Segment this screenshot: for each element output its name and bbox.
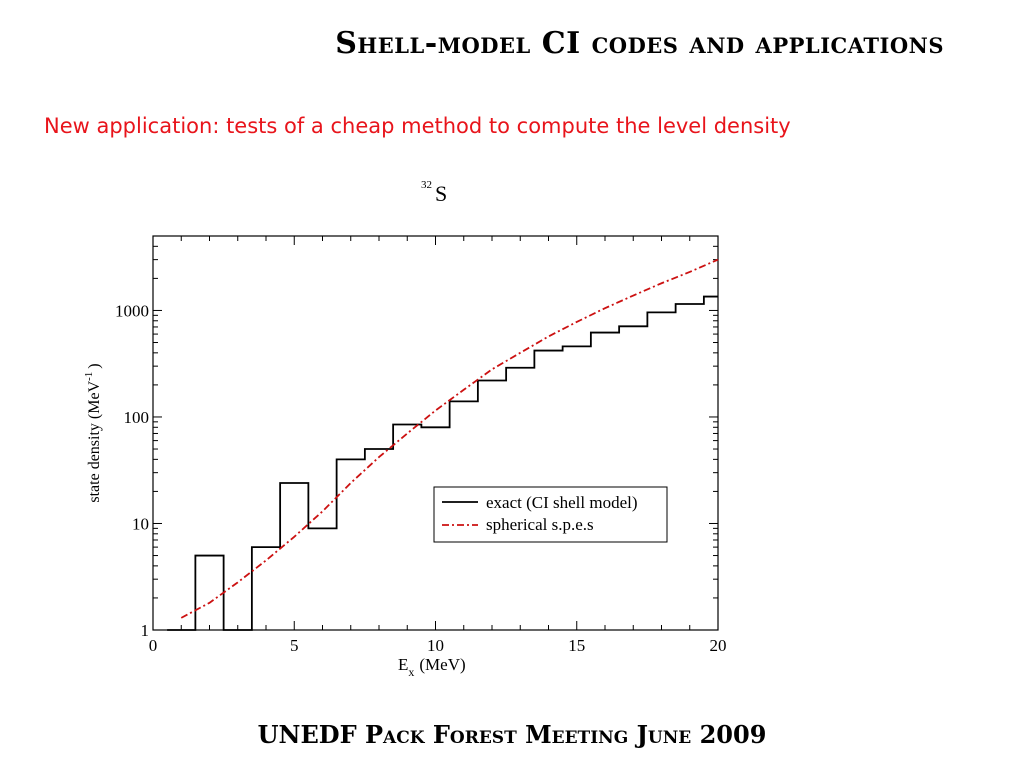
slide-title: Shell-model CI codes and applications: [335, 26, 944, 61]
chart-title-symbol: S: [435, 181, 447, 206]
series-exact-line: [167, 295, 718, 631]
y-tick-label: 100: [124, 408, 150, 427]
x-axis-label: Ex (MeV): [398, 655, 466, 679]
y-tick-label: 10: [132, 514, 149, 533]
axis-ticks: 0 5 10 15 20 1 10 100 1000: [115, 235, 727, 655]
x-axis-label-main: E: [398, 655, 408, 674]
x-tick-label: 15: [568, 636, 585, 655]
x-axis-label-unit: (MeV): [419, 655, 465, 674]
y-axis-label: state density (MeV-1): [83, 363, 103, 502]
x-tick-label: 20: [710, 636, 727, 655]
legend: exact (CI shell model) spherical s.p.e.s: [433, 486, 668, 543]
y-axis-label-main: state density (MeV: [86, 380, 103, 502]
y-axis-label-close: ): [86, 363, 103, 368]
y-axis-label-sup: -1: [83, 372, 95, 381]
slide-footer: UNEDF Pack Forest Meeting June 2009: [257, 720, 767, 749]
legend-label-exact: exact (CI shell model): [486, 493, 638, 512]
series-spherical-line: [180, 258, 719, 619]
x-axis-label-sub: x: [408, 665, 414, 679]
chart-title-mass: 32: [421, 179, 432, 191]
slide-subtitle: New application: tests of a cheap method…: [44, 114, 791, 138]
x-tick-label: 5: [290, 636, 299, 655]
legend-label-spherical: spherical s.p.e.s: [486, 515, 594, 534]
y-tick-label: 1000: [115, 301, 149, 320]
x-tick-label: 10: [427, 636, 444, 655]
legend-box: [433, 486, 668, 543]
y-tick-label: 1: [141, 621, 150, 640]
series-layer: [167, 258, 719, 631]
x-tick-label: 0: [149, 636, 158, 655]
